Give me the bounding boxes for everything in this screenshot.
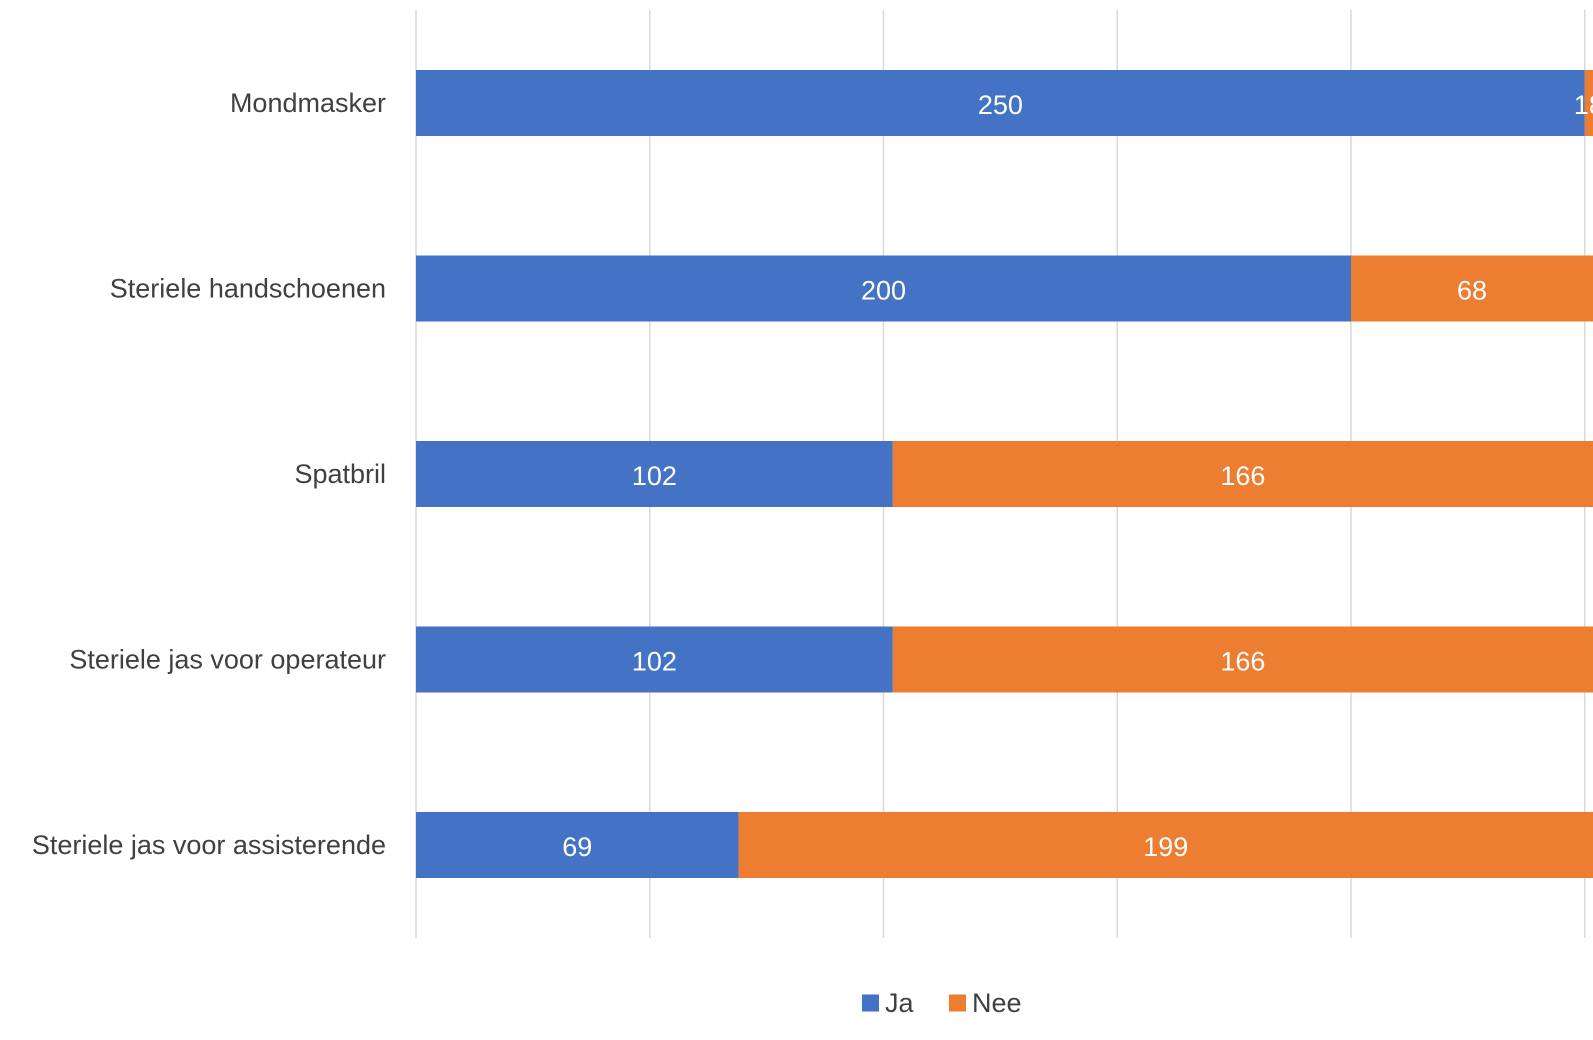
legend-label-nee: Nee bbox=[972, 988, 1022, 1018]
data-label: 68 bbox=[1457, 276, 1487, 306]
bar-segment-nee bbox=[892, 441, 1593, 507]
data-label: 250 bbox=[978, 90, 1023, 120]
category-label: Spatbril bbox=[294, 459, 386, 489]
legend: Ja Nee bbox=[862, 988, 1022, 1018]
bar-segment-nee bbox=[738, 812, 1593, 878]
data-label: 166 bbox=[1220, 647, 1265, 677]
bars: 250 18 200 68 102 166 102 166 69 199 bbox=[416, 70, 1593, 878]
data-label: 18 bbox=[1574, 90, 1593, 120]
category-label: Steriele handschoenen bbox=[110, 274, 386, 304]
bar-segment-ja bbox=[416, 255, 1351, 322]
data-label: 69 bbox=[562, 832, 592, 862]
data-label: 166 bbox=[1220, 461, 1265, 491]
data-label: 102 bbox=[632, 647, 677, 677]
legend-swatch-ja bbox=[862, 994, 879, 1012]
category-label: Steriele jas voor assisterende bbox=[32, 830, 386, 860]
category-labels: Mondmasker Steriele handschoenen Spatbril S… bbox=[32, 88, 386, 860]
data-label: 102 bbox=[632, 461, 677, 491]
category-label: Mondmasker bbox=[230, 88, 386, 118]
data-label: 199 bbox=[1143, 832, 1188, 862]
data-label: 200 bbox=[861, 276, 906, 306]
bar-segment-ja bbox=[416, 70, 1585, 136]
bar-segment-ja bbox=[416, 441, 893, 507]
legend-swatch-nee bbox=[949, 994, 966, 1012]
bar-segment-nee bbox=[1351, 255, 1593, 322]
bar-segment-ja bbox=[416, 626, 893, 693]
bar-segment-nee bbox=[1584, 70, 1593, 136]
legend-label-ja: Ja bbox=[885, 988, 915, 1018]
bar-segment-ja bbox=[416, 812, 739, 878]
category-label: Steriele jas voor operateur bbox=[69, 645, 386, 675]
bar-segment-nee bbox=[892, 626, 1593, 693]
